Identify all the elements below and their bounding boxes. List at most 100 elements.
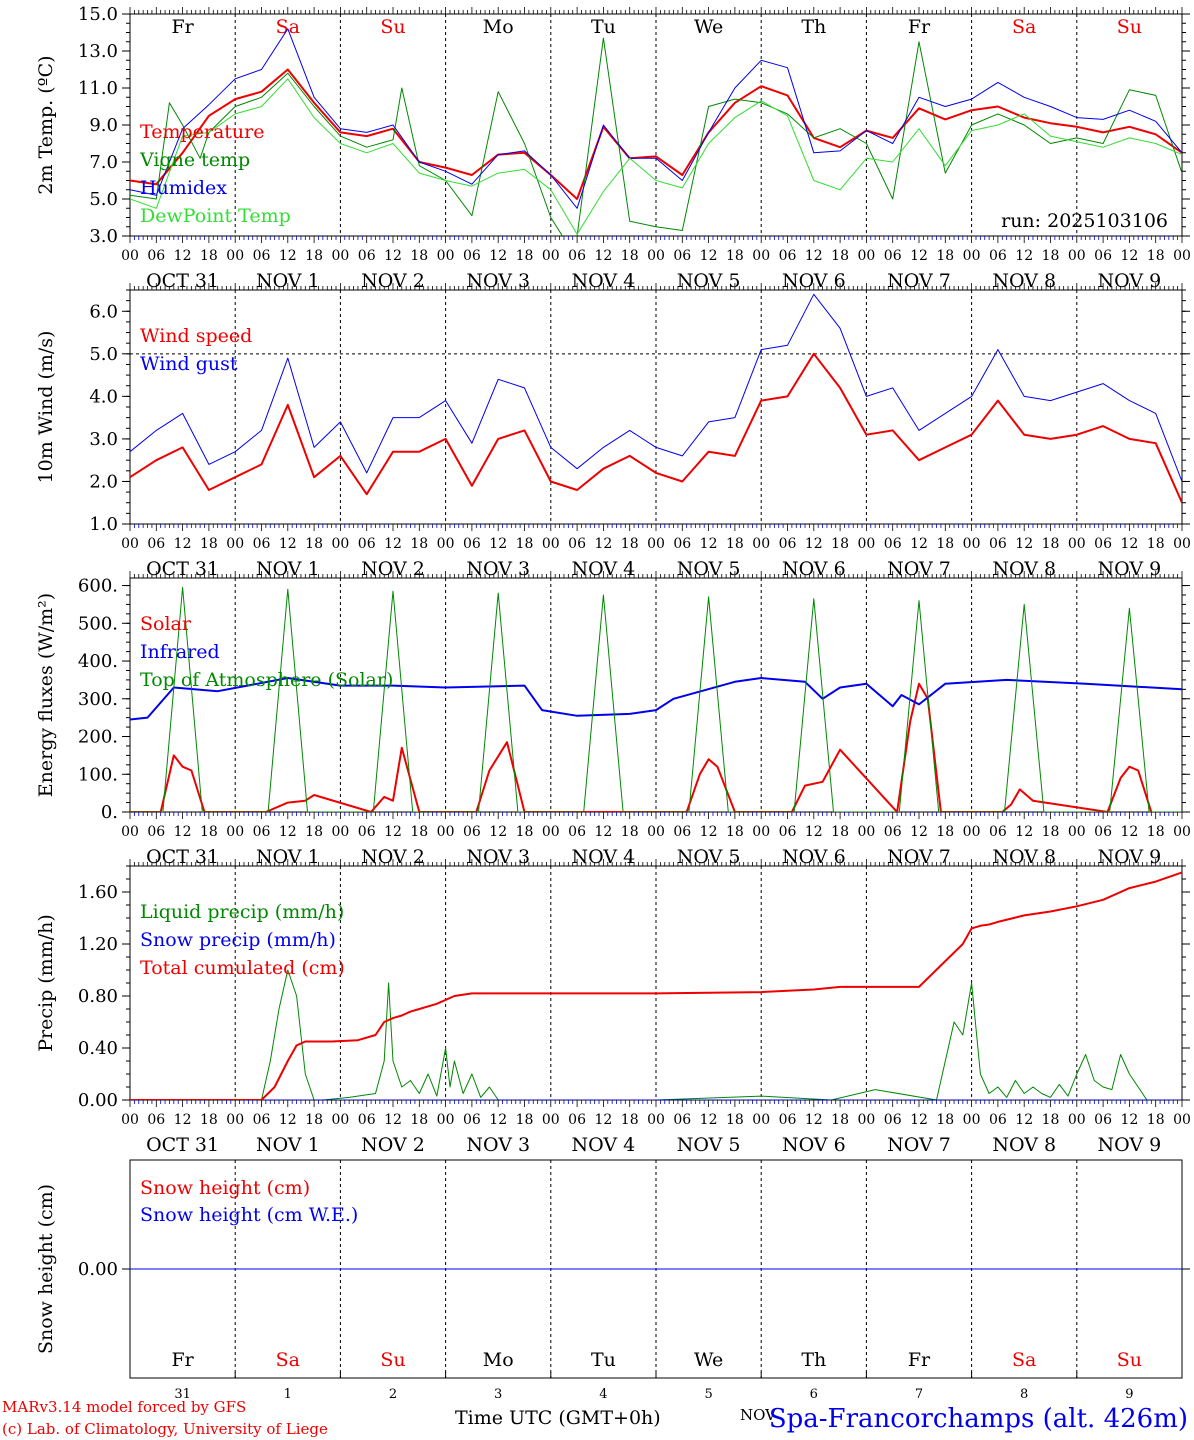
x-hour-label: 18 (1042, 824, 1060, 840)
x-date-label: NOV 3 (466, 1134, 530, 1156)
x-hour-label: 18 (1147, 536, 1165, 552)
x-hour-label: 12 (700, 536, 718, 552)
series-humidex (130, 28, 1182, 209)
series-total-cumulated-cm (130, 871, 1182, 1100)
x-date-label: NOV 4 (572, 270, 636, 292)
x-hour-label: 18 (200, 1112, 218, 1128)
panels: 3.05.07.09.011.013.015.02m Temp. (ºC)00 0… (35, 4, 1191, 1402)
x-hour-label: 06 (568, 248, 586, 264)
x-date-label: NOV 9 (1098, 270, 1162, 292)
x-date-label: NOV 5 (677, 558, 741, 580)
x-date-label: NOV 1 (256, 1134, 320, 1156)
x-hour-label: 12 (279, 1112, 297, 1128)
x-hour-label: 00 (331, 1112, 349, 1128)
x-hour-label: 06 (463, 248, 481, 264)
panel-temp: 3.0 5.0 7.0 9.0 11.0 13.0 15.0 2m Temp. (ºC) 00 0… (35, 4, 1191, 292)
x-hour-label: 18 (516, 248, 534, 264)
x-date-label: NOV 7 (887, 846, 951, 868)
x-hour-label: 18 (200, 248, 218, 264)
x-date-label: OCT 31 (146, 558, 219, 580)
day-num-label: 9 (1125, 1387, 1133, 1402)
y-tick-label: 7.0 (89, 152, 118, 173)
x-hour-label: 00 (1173, 824, 1191, 840)
x-hour-label: 12 (174, 1112, 192, 1128)
x-date-label: NOV 2 (361, 1134, 425, 1156)
panel-snow: 0.00 Snow height (cm) Fr 31 Sa 1 Su 2 Mo 3 Tu 4 We 5 T… (35, 1159, 1190, 1402)
x-date-label: NOV 9 (1098, 846, 1162, 868)
x-hour-label: 18 (410, 1112, 428, 1128)
x-hour-label: 00 (437, 248, 455, 264)
x-hour-label: 12 (489, 536, 507, 552)
y-axis-label: Energy fluxes (W/m²) (35, 593, 57, 797)
day-num-label: 7 (915, 1387, 923, 1402)
x-hour-label: 00 (226, 824, 244, 840)
x-hour-label: 18 (726, 536, 744, 552)
x-hour-label: 18 (936, 248, 954, 264)
x-hour-label: 12 (700, 824, 718, 840)
x-hour-label: 18 (305, 824, 323, 840)
x-hour-label: 18 (516, 536, 534, 552)
x-hour-label: 12 (805, 536, 823, 552)
x-hour-label: 06 (253, 824, 271, 840)
series-dewpoint-temp (130, 78, 1182, 235)
panel-precip: 0.00 0.40 0.80 1.20 1.60 Precip (mm/h) 00 06 12 1… (35, 859, 1191, 1156)
x-hour-label: 12 (1120, 1112, 1138, 1128)
y-axis-label: 2m Temp. (ºC) (35, 55, 57, 194)
x-hour-label: 18 (726, 824, 744, 840)
x-hour-label: 06 (147, 1112, 165, 1128)
x-hour-label: 00 (121, 248, 139, 264)
y-tick-label: 1.20 (78, 934, 118, 955)
x-hour-label: 12 (384, 536, 402, 552)
x-hour-label: 18 (936, 1112, 954, 1128)
x-hour-label: 06 (253, 536, 271, 552)
x-hour-label: 00 (121, 1112, 139, 1128)
x-hour-label: 12 (1120, 536, 1138, 552)
x-hour-label: 12 (910, 248, 928, 264)
x-date-label: OCT 31 (146, 1134, 219, 1156)
x-hour-label: 12 (910, 536, 928, 552)
x-hour-label: 18 (621, 824, 639, 840)
x-hour-label: 06 (358, 824, 376, 840)
x-hour-label: 18 (1147, 1112, 1165, 1128)
x-hour-label: 00 (752, 1112, 770, 1128)
x-date-label: NOV 8 (992, 1134, 1056, 1156)
x-hour-label: 00 (857, 1112, 875, 1128)
x-hour-label: 18 (516, 1112, 534, 1128)
x-hour-label: 00 (1068, 824, 1086, 840)
day-abbr-label: Fr (908, 16, 931, 38)
x-date-label: NOV 2 (361, 846, 425, 868)
footer-month: NOV (740, 1406, 777, 1424)
x-hour-label: 06 (673, 248, 691, 264)
x-hour-label: 00 (963, 824, 981, 840)
day-abbr-label: We (694, 1349, 723, 1371)
x-hour-label: 18 (1042, 248, 1060, 264)
day-abbr-label: Fr (171, 16, 194, 38)
day-num-label: 5 (704, 1387, 712, 1402)
series-group (130, 293, 1182, 504)
x-hour-label: 06 (884, 536, 902, 552)
day-abbr-label: We (694, 16, 723, 38)
x-hour-label: 18 (621, 248, 639, 264)
x-date-label: OCT 31 (146, 270, 219, 292)
day-abbr-label: Sa (276, 1349, 300, 1371)
x-hour-label: 06 (779, 248, 797, 264)
x-hour-label: 06 (1094, 536, 1112, 552)
x-date-label: NOV 1 (256, 270, 320, 292)
x-hour-label: 00 (963, 536, 981, 552)
panel-energy: 0. 100. 200. 300. 400. 500. 600. Energy fluxes … (35, 571, 1191, 868)
x-hour-label: 06 (568, 824, 586, 840)
day-num-label: 6 (810, 1387, 818, 1402)
x-hour-label: 06 (253, 248, 271, 264)
series-wind-speed (130, 352, 1182, 504)
y-tick-label: 15.0 (78, 4, 118, 25)
x-date-label: OCT 31 (146, 846, 219, 868)
day-abbr-label: Mo (483, 1349, 514, 1371)
y-tick-label: 5.0 (89, 344, 118, 365)
y-tick-label: 300. (78, 689, 118, 710)
x-hour-label: 06 (673, 1112, 691, 1128)
x-hour-label: 06 (989, 1112, 1007, 1128)
x-hour-label: 06 (358, 1112, 376, 1128)
x-date-label: NOV 5 (677, 1134, 741, 1156)
y-tick-label: 6.0 (89, 301, 118, 322)
y-tick-label: 0.40 (78, 1038, 118, 1059)
